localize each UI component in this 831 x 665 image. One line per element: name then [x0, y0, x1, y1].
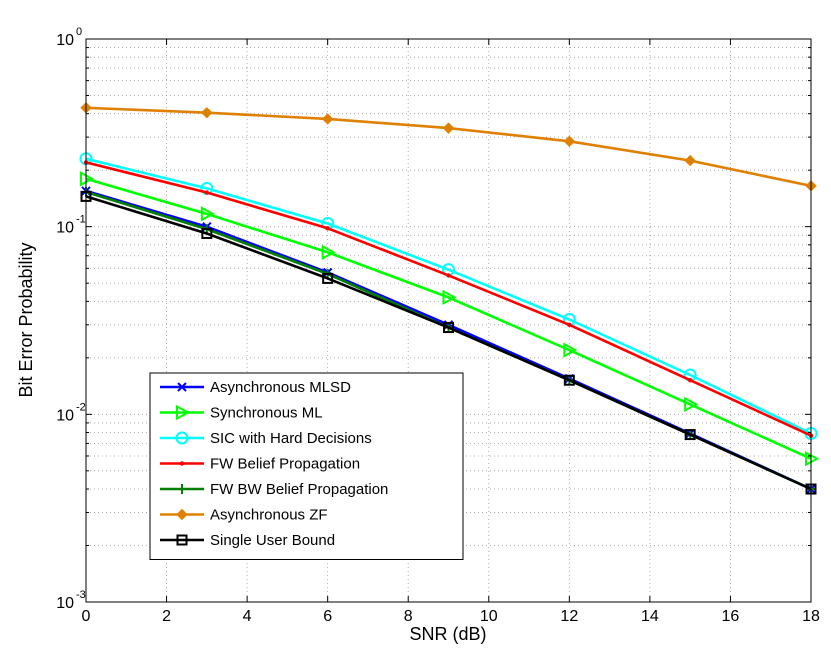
x-tick-label: 6 [323, 608, 332, 625]
data-point [321, 244, 336, 261]
legend-item: Synchronous ML [160, 405, 323, 422]
y-tick-label: 10 0 [56, 26, 82, 49]
data-point [442, 122, 455, 134]
data-point [684, 154, 696, 167]
data-point [563, 342, 578, 358]
legend-label: Synchronous ML [210, 405, 323, 422]
data-point [325, 226, 330, 231]
legend-label: Asynchronous ZF [210, 507, 328, 524]
data-point [443, 322, 454, 334]
legend-marker [177, 382, 187, 392]
data-point [321, 113, 334, 125]
x-tick-label: 8 [404, 608, 413, 625]
legend-item: SIC with Hard Decisions [160, 430, 372, 447]
plot-frame [85, 38, 812, 603]
data-point [442, 289, 457, 306]
x-tick-label: 12 [560, 608, 578, 625]
y-tick-label: 10 -1 [56, 214, 86, 237]
y-tick-label: 10 -3 [56, 589, 86, 612]
legend-item: FW BW Belief Propagation [160, 481, 388, 498]
series-line [85, 157, 812, 435]
y-axis-title: Bit Error Probability [16, 242, 36, 397]
legend-label: SIC with Hard Decisions [210, 430, 372, 447]
legend-label: FW BW Belief Propagation [210, 481, 388, 498]
x-tick-label: 16 [722, 608, 740, 625]
y-tick-exponent: 0 [76, 26, 82, 38]
legend-label: FW Belief Propagation [210, 456, 360, 473]
data-point [201, 227, 213, 239]
data-point [567, 322, 572, 327]
legend-box [149, 372, 464, 560]
data-point [201, 106, 213, 119]
y-tick-base: 10 [56, 32, 74, 49]
legend-marker [179, 461, 185, 466]
legend-marker [176, 508, 188, 521]
legend-item: Single User Bound [160, 532, 335, 549]
data-point [322, 272, 334, 284]
series-group [79, 102, 820, 495]
data-point [687, 378, 693, 383]
series-line [85, 177, 812, 460]
data-point [200, 206, 215, 222]
x-tick-label: 2 [162, 608, 171, 625]
legend-marker [176, 534, 188, 546]
legend-marker [177, 484, 187, 494]
y-tick-exponent: -2 [76, 401, 86, 413]
x-tick-label: 4 [243, 608, 252, 625]
x-tick-label: 10 [480, 608, 498, 625]
legend-item: FW Belief Propagation [160, 456, 360, 473]
data-point [563, 374, 575, 386]
x-axis-title: SNR (dB) [409, 624, 486, 644]
data-point [684, 429, 696, 441]
series-synchronous-ml [80, 171, 820, 467]
y-tick-base: 10 [56, 595, 74, 612]
legend-marker [176, 404, 191, 421]
y-tick-base: 10 [56, 220, 74, 237]
legend-item: Asynchronous MLSD [160, 379, 351, 396]
data-point [563, 135, 576, 148]
data-point [204, 190, 210, 195]
y-tick-exponent: -1 [76, 214, 86, 226]
legend-label: Single User Bound [210, 532, 335, 549]
y-tick-base: 10 [56, 407, 74, 424]
data-point [446, 273, 451, 278]
x-tick-label: 18 [802, 608, 820, 625]
legend: Asynchronous MLSD Synchronous ML SIC with … [149, 372, 464, 560]
x-tick-label: 0 [82, 608, 91, 625]
y-tick-exponent: -3 [76, 589, 86, 601]
x-tick-label: 14 [641, 608, 659, 625]
legend-item: Asynchronous ZF [160, 507, 328, 524]
legend-marker [175, 431, 189, 445]
y-tick-label: 10 -2 [56, 401, 86, 424]
data-point [684, 396, 699, 413]
legend-label: Asynchronous MLSD [210, 379, 351, 396]
series-line [85, 195, 812, 491]
